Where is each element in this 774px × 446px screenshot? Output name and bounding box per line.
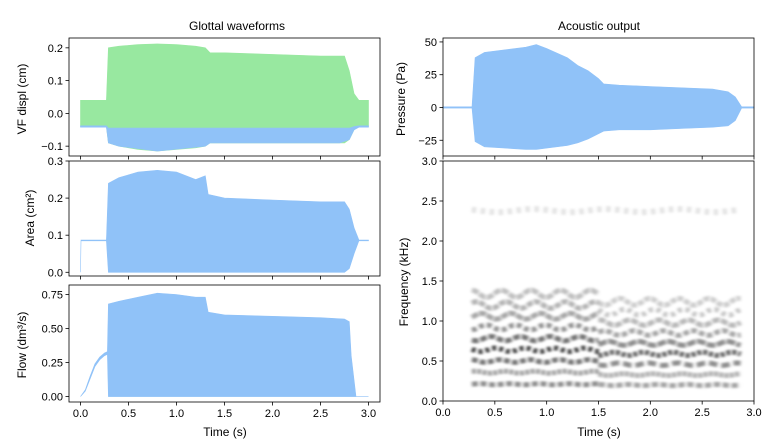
harmonic-band bbox=[597, 328, 741, 338]
x-tick-label: 0.0 bbox=[73, 408, 88, 420]
x-tick-label: 1.5 bbox=[217, 408, 232, 420]
y-tick-label: 50 bbox=[425, 37, 437, 49]
y-axis-label: Frequency (kHz) bbox=[397, 238, 411, 327]
harmonic-band bbox=[598, 317, 742, 328]
y-tick-label: −0.1 bbox=[41, 141, 63, 153]
harmonic-band bbox=[471, 381, 599, 388]
y-tick-label: 25 bbox=[425, 70, 437, 82]
x-tick-label: 1.0 bbox=[169, 408, 184, 420]
x-axis-label: Time (s) bbox=[577, 425, 621, 439]
axis-ticks: 0.0 0.1 0.2 0.3 bbox=[48, 156, 369, 280]
y-tick-label: 2.0 bbox=[422, 236, 437, 248]
harmonic-band bbox=[598, 349, 742, 359]
axis-ticks: 0.0 0.5 1.0 1.5 2.0 2.5 3.0 0.0 0.5 1.0 1.5 2.0 2.5 3… bbox=[422, 156, 762, 419]
y-tick-label: 3.0 bbox=[422, 156, 437, 168]
y-tick-label: 0.2 bbox=[48, 193, 63, 205]
y-tick-label: 1.0 bbox=[422, 316, 437, 328]
panel-spectrogram: Frequency (kHz) Time (s) 0.0 0.5 1.0 1.5 2.0… bbox=[397, 156, 762, 439]
y-tick-label: 0.1 bbox=[48, 230, 63, 242]
y-axis-label: Pressure (Pa) bbox=[394, 62, 408, 136]
x-tick-label: 1.0 bbox=[539, 407, 554, 419]
x-tick-label: 2.5 bbox=[695, 407, 710, 419]
harmonic-band bbox=[597, 338, 742, 348]
y-tick-label: 0 bbox=[431, 102, 437, 114]
plot-area bbox=[80, 43, 369, 152]
y-axis-label: VF displ (cm) bbox=[15, 64, 29, 135]
y-tick-label: 0.5 bbox=[422, 356, 437, 368]
x-tick-label: 0.5 bbox=[487, 407, 502, 419]
y-tick-label: 0.00 bbox=[42, 392, 63, 404]
x-tick-label: 2.0 bbox=[265, 408, 280, 420]
y-tick-label: 0.1 bbox=[48, 76, 63, 88]
panel-vf-displacement: Glottal waveforms VF displ (cm) −0.1 0.0 0… bbox=[15, 19, 381, 160]
panel-glottal-area: Area (cm²) 0.0 0.1 0.2 0.3 bbox=[23, 156, 381, 280]
axis-ticks: −25 0 25 50 bbox=[418, 37, 755, 160]
x-axis-label: Time (s) bbox=[203, 425, 247, 439]
series-0-area bbox=[80, 169, 369, 273]
harmonic-band bbox=[597, 295, 741, 308]
harmonic-band bbox=[470, 299, 600, 311]
plot-area bbox=[80, 292, 369, 397]
panel-acoustic-pressure: Acoustic output Pressure (Pa) −25 0 25 50 bbox=[394, 19, 755, 160]
x-tick-label: 0.5 bbox=[121, 408, 136, 420]
x-tick-label: 3.0 bbox=[746, 407, 761, 419]
y-tick-label: 1.5 bbox=[422, 276, 437, 288]
y-tick-label: 0.0 bbox=[48, 108, 63, 120]
y-tick-label: −25 bbox=[418, 135, 437, 147]
harmonic-band bbox=[598, 371, 741, 379]
x-tick-label: 3.0 bbox=[361, 408, 376, 420]
plot-area bbox=[470, 205, 742, 389]
series-0-area bbox=[442, 44, 755, 150]
panel-title: Acoustic output bbox=[558, 19, 641, 33]
harmonic-band bbox=[598, 381, 741, 389]
y-tick-label: 0.3 bbox=[48, 156, 63, 168]
plot-area bbox=[80, 169, 369, 273]
y-tick-label: 0.0 bbox=[422, 396, 437, 408]
harmonic-band bbox=[471, 368, 599, 376]
harmonic-band bbox=[471, 345, 599, 355]
y-tick-label: 0.25 bbox=[42, 358, 63, 370]
x-tick-label: 0.0 bbox=[435, 407, 450, 419]
y-tick-label: 0.0 bbox=[48, 267, 63, 279]
harmonic-band bbox=[471, 287, 601, 301]
formant-band bbox=[471, 205, 741, 216]
x-tick-label: 2.5 bbox=[313, 408, 328, 420]
series-0-area bbox=[80, 292, 369, 397]
panel-title: Glottal waveforms bbox=[189, 19, 285, 33]
y-tick-label: 0.50 bbox=[42, 324, 63, 336]
series-1-area bbox=[80, 125, 369, 152]
y-axis-label: Flow (dm³/s) bbox=[15, 312, 29, 379]
axis-ticks: −0.1 0.0 0.1 0.2 bbox=[41, 43, 369, 160]
harmonic-band bbox=[471, 333, 600, 344]
axis-ticks: 0.0 0.5 1.0 1.5 2.0 2.5 3.0 0.00 0.25 0.50 0.75 bbox=[42, 290, 377, 420]
harmonic-band bbox=[470, 310, 600, 322]
harmonic-band bbox=[471, 357, 600, 365]
harmonic-band bbox=[597, 306, 742, 318]
harmonic-band bbox=[471, 322, 600, 333]
harmonic-band bbox=[598, 360, 741, 369]
y-tick-label: 0.75 bbox=[42, 290, 63, 302]
spectrogram-image bbox=[470, 205, 742, 389]
y-tick-label: 0.2 bbox=[48, 43, 63, 55]
x-tick-label: 2.0 bbox=[643, 407, 658, 419]
y-axis-label: Area (cm²) bbox=[23, 190, 37, 247]
plot-area bbox=[442, 44, 755, 150]
y-tick-label: 2.5 bbox=[422, 196, 437, 208]
x-tick-label: 1.5 bbox=[591, 407, 606, 419]
panel-glottal-flow: Flow (dm³/s) Time (s) 0.0 0.5 1.0 1.5 2.0 2.5… bbox=[15, 284, 381, 439]
